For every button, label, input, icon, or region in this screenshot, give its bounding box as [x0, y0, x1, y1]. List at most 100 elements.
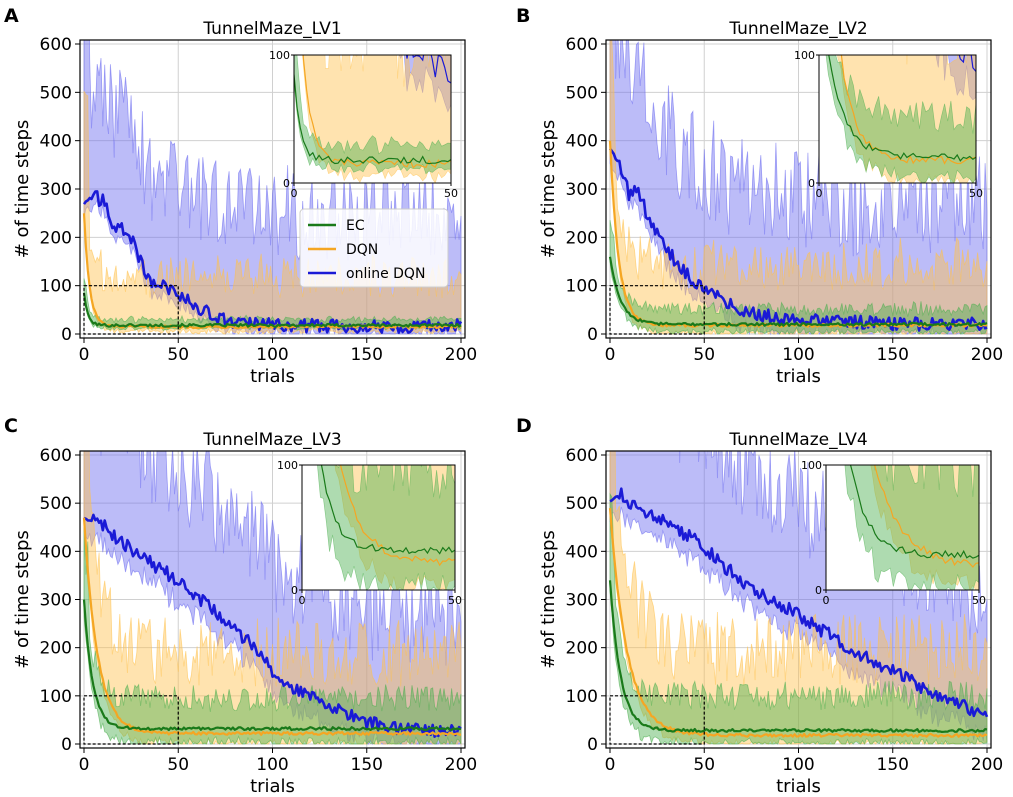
inset-band-ec [825, 55, 976, 183]
inset-x-tick-label: 0 [816, 187, 823, 200]
inset-series-line-ec [828, 55, 976, 162]
chart-panel-d: 0 50 100 150 2000100200300400500600TunnelMaz… [516, 415, 1003, 797]
series-line-ec [82, 292, 462, 328]
y-tick-label: 200 [40, 639, 72, 659]
x-axis-label: trials [776, 776, 821, 797]
inset-x-tick-label: 0 [299, 594, 306, 607]
x-tick-label: 150 [877, 345, 909, 365]
y-axis-label: # of time steps [538, 120, 559, 259]
chart-panel-a: 0 50 100 150 2000100200300400500600TunnelMaz… [4, 5, 477, 387]
chart-title: TunnelMaze_LV3 [202, 430, 341, 450]
chart-panel-c: 0 50 100 150 2000100200300400500600TunnelMaz… [4, 415, 477, 797]
zoom-region-box [83, 695, 179, 745]
series-line-ec [608, 256, 988, 327]
inset-band-ec [844, 465, 979, 590]
y-tick-label: 400 [566, 132, 598, 152]
x-tick-label: 0 [605, 345, 616, 365]
y-tick-label: 400 [40, 542, 72, 562]
y-axis-label: # of time steps [12, 120, 33, 259]
inset-series-line-ec [294, 74, 451, 165]
chart-title: TunnelMaze_LV1 [202, 19, 341, 39]
x-tick-label: 100 [256, 345, 288, 365]
inset-chart: 0 50 0 100 [794, 49, 983, 200]
inset-x-tick-label: 0 [291, 187, 298, 200]
inset-frame [301, 464, 456, 591]
legend-entry: DQN [346, 242, 378, 258]
inset-series-line-dqn [840, 55, 976, 165]
legend-entry: EC [346, 218, 365, 234]
x-tick-label: 200 [445, 345, 477, 365]
y-axis-label: # of time steps [12, 530, 33, 669]
inset-frame [825, 464, 980, 591]
y-tick-label: 300 [566, 591, 598, 611]
inset-chart: 0 50 0 100 [277, 459, 462, 607]
panel-label: C [4, 415, 18, 437]
y-tick-label: 0 [61, 735, 72, 755]
y-tick-label: 0 [587, 735, 598, 755]
y-tick-label: 400 [40, 132, 72, 152]
y-tick-label: 500 [40, 494, 72, 514]
y-tick-label: 600 [40, 35, 72, 55]
y-tick-label: 600 [40, 446, 72, 466]
y-tick-label: 100 [566, 687, 598, 707]
y-tick-label: 600 [566, 35, 598, 55]
y-tick-label: 0 [61, 325, 72, 345]
band-ec [609, 492, 988, 746]
inset-series-line-ec [320, 465, 455, 555]
inset-x-tick-label: 0 [823, 594, 830, 607]
y-tick-label: 600 [566, 446, 598, 466]
y-tick-label: 400 [566, 542, 598, 562]
inset-y-tick-label: 0 [283, 177, 290, 190]
legend: EC DQN online DQN [299, 208, 449, 288]
inset-x-tick-label: 50 [448, 594, 462, 607]
inset-x-tick-label: 50 [972, 594, 986, 607]
inset-plot-area [317, 465, 455, 590]
inset-plot-area [844, 465, 979, 590]
y-tick-label: 300 [40, 180, 72, 200]
x-tick-label: 200 [445, 755, 477, 775]
y-tick-label: 500 [40, 83, 72, 103]
y-tick-label: 300 [566, 180, 598, 200]
zoom-region-box [609, 285, 705, 335]
inset-series-line-dqn [874, 465, 979, 568]
inset-x-tick-label: 50 [969, 187, 983, 200]
inset-band-online-dqn [398, 55, 451, 113]
inset-y-tick-label: 0 [808, 177, 815, 190]
x-tick-label: 50 [167, 755, 189, 775]
panel-label: D [516, 415, 532, 437]
inset-chart: 0 50 0 100 [269, 49, 458, 200]
x-tick-label: 50 [693, 345, 715, 365]
series-line-online-dqn [609, 487, 989, 718]
y-tick-label: 200 [566, 228, 598, 248]
x-axis-label: trials [776, 366, 821, 387]
inset-y-tick-label: 100 [794, 49, 815, 62]
inset-band-ec [294, 55, 451, 175]
y-tick-label: 100 [40, 687, 72, 707]
series-line-dqn [82, 517, 461, 736]
x-axis-label: trials [250, 366, 295, 387]
inset-frame [818, 54, 977, 184]
inset-y-tick-label: 100 [269, 49, 290, 62]
x-tick-label: 150 [351, 345, 383, 365]
inset-series-line-dqn [339, 465, 455, 567]
series-line-online-dqn [83, 513, 462, 738]
x-tick-label: 0 [79, 345, 90, 365]
inset-series-line-dqn [302, 55, 451, 169]
x-tick-label: 100 [256, 755, 288, 775]
inset-series-line-ec [849, 465, 979, 559]
inset-frame [293, 54, 452, 184]
series-line-dqn [608, 508, 988, 738]
inset-x-tick-label: 50 [444, 187, 458, 200]
inset-background [826, 465, 979, 590]
x-tick-label: 100 [782, 755, 814, 775]
panel-label: A [4, 5, 19, 27]
y-axis-label: # of time steps [538, 530, 559, 669]
x-tick-label: 0 [79, 755, 90, 775]
x-axis-label: trials [250, 776, 295, 797]
x-tick-label: 150 [877, 755, 909, 775]
y-tick-label: 200 [566, 639, 598, 659]
band-dqn [609, 40, 988, 335]
plot-area [608, 40, 988, 336]
inset-y-tick-label: 100 [801, 459, 822, 472]
